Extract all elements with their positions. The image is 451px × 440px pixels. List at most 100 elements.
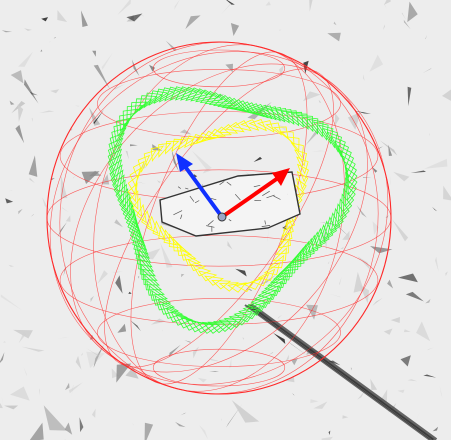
terrain-fragment: [169, 344, 181, 357]
camera-frustum: [272, 247, 287, 262]
terrain-fragment: [277, 124, 289, 134]
terrain-fragment: [93, 64, 110, 90]
terrain-fragment: [363, 74, 365, 81]
terrain-fragment: [359, 284, 369, 304]
terrain-fragment: [179, 129, 192, 135]
camera-frustum: [180, 86, 204, 101]
camera-frustum: [168, 233, 183, 249]
camera-frustum: [107, 148, 123, 172]
terrain-fragment: [354, 110, 371, 114]
camera-frustum: [306, 231, 322, 253]
terrain-fragment: [397, 389, 405, 393]
terrain-fragment: [246, 288, 253, 291]
camera-frustum: [161, 303, 184, 319]
camera-frustum: [343, 160, 357, 185]
camera-frustum: [113, 179, 126, 203]
terrain-fragment: [329, 293, 341, 298]
terrain-fragment: [306, 304, 318, 320]
terrain-fragment: [53, 37, 56, 39]
terrain-fragment: [51, 178, 55, 181]
terrain-fragment: [126, 13, 143, 22]
terrain-fragment: [328, 430, 331, 435]
terrain-fragment: [407, 86, 412, 107]
terrain-fragment: [390, 317, 400, 323]
terrain-fragment: [425, 298, 431, 304]
camera-frustum: [260, 280, 283, 296]
camera-frustum: [117, 187, 129, 213]
camera-frustum: [218, 282, 239, 292]
terrain-fragment: [29, 91, 38, 96]
camera-frustum: [201, 321, 226, 334]
camera-frustum: [144, 274, 163, 291]
vehicle-detail: [210, 197, 217, 201]
terrain-fragment: [356, 205, 367, 218]
terrain-fragment: [220, 327, 226, 334]
camera-frustum: [132, 229, 148, 251]
terrain-fragment: [403, 329, 411, 333]
gizmo-origin[interactable]: [217, 212, 227, 222]
terrain-fragment: [416, 321, 431, 342]
terrain-fragment: [39, 110, 55, 113]
camera-frustum: [264, 276, 285, 292]
terrain-fragment: [174, 0, 180, 10]
camera-frustum: [204, 92, 229, 105]
terrain-fragment: [318, 99, 321, 103]
camera-frustum: [275, 239, 289, 255]
terrain-fragment: [285, 376, 295, 383]
terrain-fragment: [362, 177, 372, 178]
camera-frustum: [119, 192, 131, 217]
terrain-crack: [244, 304, 431, 440]
transform-gizmo[interactable]: [176, 153, 290, 222]
terrain-fragment: [279, 65, 284, 78]
camera-frustum: [157, 299, 180, 315]
terrain-fragment: [160, 242, 173, 268]
terrain-fragment: [81, 10, 88, 27]
terrain-fragment: [230, 23, 240, 36]
terrain-fragment: [197, 377, 207, 383]
terrain-fragment: [199, 425, 208, 440]
terrain-fragment: [97, 270, 108, 284]
camera-frustum: [285, 111, 304, 128]
camera-frustum: [237, 102, 261, 116]
camera-frustum: [146, 279, 165, 296]
camera-frustum: [344, 166, 358, 190]
camera-frustum: [250, 273, 270, 287]
camera-frustum: [158, 87, 181, 103]
terrain-fragment: [9, 100, 15, 105]
gizmo-x-axis[interactable]: [220, 176, 280, 219]
gizmo-y-axis[interactable]: [182, 163, 224, 219]
terrain-fragment: [226, 0, 235, 5]
terrain-fragment: [357, 256, 372, 271]
camera-frustum: [165, 140, 180, 155]
terrain-fragment: [422, 67, 432, 74]
gizmo-x-arrowhead[interactable]: [272, 168, 290, 186]
terrain-fragment: [93, 344, 104, 368]
terrain-fragment: [101, 52, 113, 70]
camera-frustum: [340, 193, 353, 218]
terrain-fragment: [372, 298, 383, 306]
terrain-fragment: [273, 332, 286, 344]
camera-frustum: [163, 229, 177, 246]
camera-frustum: [224, 121, 245, 133]
terrain-fragment: [397, 273, 418, 283]
terrain-fragment: [68, 382, 83, 394]
camera-frustum: [211, 279, 232, 290]
terrain-fragment: [253, 156, 262, 162]
camera-frustum: [279, 225, 293, 243]
terrain-fragment: [28, 155, 38, 177]
gizmo-y-arrowhead[interactable]: [176, 153, 193, 172]
terrain-fragment: [1, 30, 13, 33]
camera-frustum: [170, 311, 193, 326]
camera-frustum: [218, 318, 243, 331]
vehicle-detail: [228, 219, 232, 222]
camera-frustum: [278, 257, 297, 274]
terrain-fragment: [393, 171, 410, 182]
terrain-fragment: [49, 41, 51, 43]
terrain-fragment: [445, 271, 448, 277]
camera-frustum: [195, 89, 219, 103]
terrain-fragment: [111, 271, 123, 273]
camera-frustum: [323, 216, 337, 240]
vehicle-detail: [194, 200, 200, 204]
